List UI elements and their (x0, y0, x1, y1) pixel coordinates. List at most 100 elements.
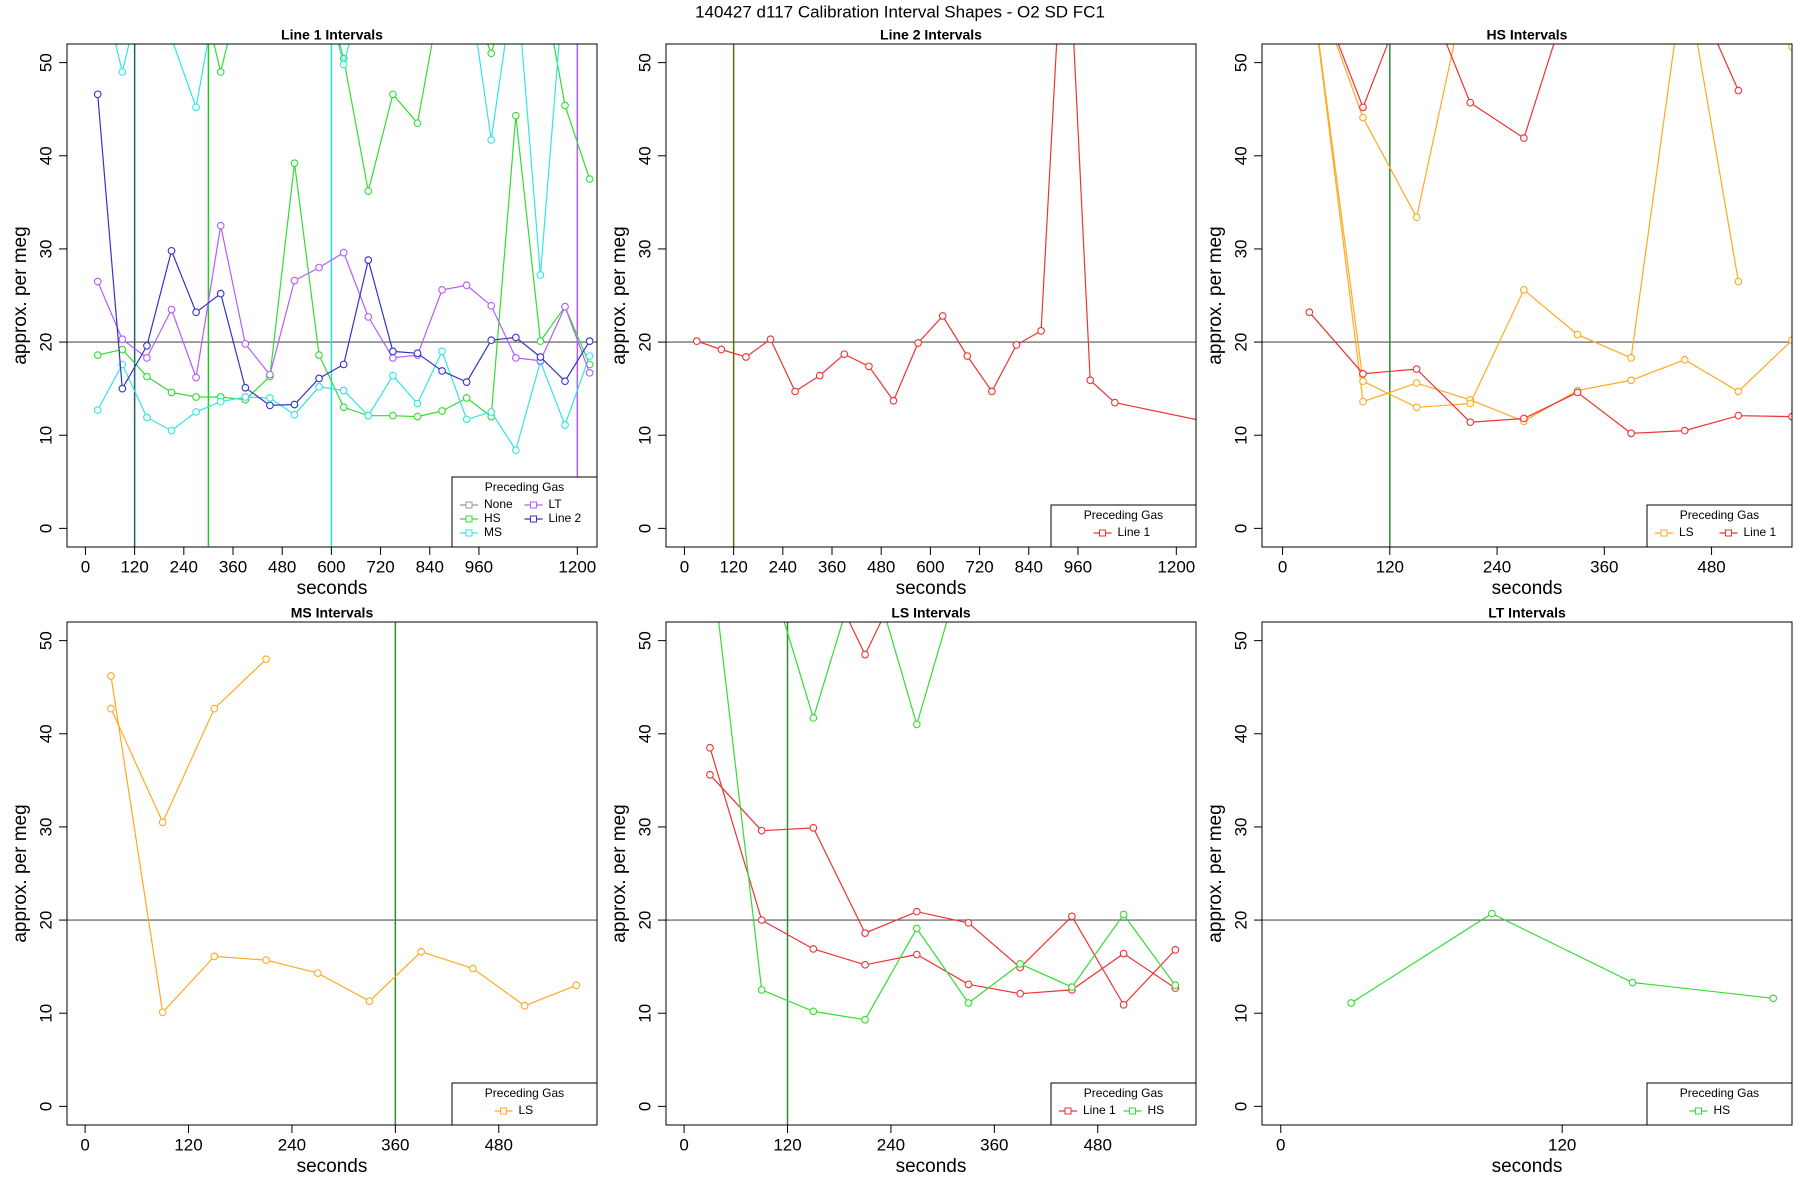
x-tick-label: 120 (773, 1135, 801, 1154)
data-point (1734, 387, 1743, 396)
x-tick-label: 960 (1064, 557, 1092, 576)
data-point (1086, 376, 1095, 385)
legend-marker (500, 1107, 507, 1115)
data-point (462, 378, 471, 386)
data-point (192, 393, 200, 401)
legend-label: HS (1714, 1103, 1731, 1117)
y-tick-label: 50 (36, 631, 55, 650)
data-point (914, 339, 922, 347)
data-point (389, 354, 397, 362)
y-tick-label: 0 (36, 1102, 55, 1111)
plot-area (1262, 44, 1792, 547)
data-point (963, 352, 972, 360)
x-tick-label: 480 (1697, 557, 1725, 576)
data-point (938, 312, 947, 320)
panel: Line 2 Intervals 0 10 20 30 40 50 0 120 240 360 480… (609, 27, 1197, 599)
data-point (290, 276, 299, 285)
data-point (1734, 277, 1743, 286)
data-point (1412, 365, 1421, 373)
panel-title: LT Intervals (1488, 605, 1566, 621)
y-axis-label: approx. per meg (1205, 804, 1226, 942)
data-point (413, 412, 422, 421)
legend-marker (1660, 529, 1668, 537)
data-point (107, 704, 115, 713)
panel: LS Intervals 0 10 20 30 40 50 0 120 240 360 480 seco… (609, 605, 1197, 1177)
data-point (1119, 949, 1128, 958)
data-point (290, 159, 299, 168)
data-point (561, 302, 569, 311)
data-point (766, 335, 775, 344)
y-axis-label: approx. per meg (609, 226, 630, 364)
series-line (1318, 44, 1739, 408)
data-point (210, 952, 219, 961)
data-point (262, 655, 270, 664)
data-point (561, 377, 569, 386)
data-point (1359, 377, 1367, 386)
legend-box (1646, 1082, 1793, 1126)
y-tick-label: 0 (1231, 524, 1250, 533)
data-point (469, 964, 477, 973)
data-point (1305, 308, 1314, 317)
data-point (706, 770, 714, 779)
data-point (241, 383, 250, 392)
series-line (1308, 311, 1792, 435)
data-point (809, 945, 818, 953)
data-point (315, 382, 323, 391)
data-point (364, 411, 373, 420)
data-point (511, 333, 520, 342)
data-point (216, 289, 225, 298)
y-tick-label: 30 (635, 817, 654, 836)
x-tick-label: 720 (965, 557, 993, 576)
data-point (964, 980, 973, 989)
y-tick-label: 50 (635, 53, 654, 72)
x-tick-label: 1200 (1157, 557, 1195, 576)
y-axis-label: approx. per meg (10, 804, 31, 942)
data-point (364, 313, 373, 321)
data-point (809, 1007, 818, 1016)
legend: Preceding Gas HS (1646, 1082, 1793, 1126)
data-point (389, 347, 397, 356)
legend-label: Line 1 (1083, 1103, 1116, 1117)
series-line (783, 622, 948, 727)
data-point (1769, 994, 1778, 1003)
data-point (912, 907, 921, 916)
y-tick-label: 40 (1231, 146, 1250, 165)
data-point (1627, 354, 1635, 362)
data-point (487, 408, 496, 416)
legend-marker (465, 515, 473, 523)
data-point (413, 119, 422, 128)
legend-label: MS (484, 525, 502, 539)
legend-label: LS (1679, 525, 1694, 539)
data-point (585, 175, 594, 183)
data-point (861, 1015, 869, 1024)
data-point (1573, 388, 1582, 397)
x-tick-label: 240 (1483, 557, 1511, 576)
plot-area (1262, 909, 1792, 1007)
y-tick-label: 30 (635, 239, 654, 258)
data-point (561, 101, 569, 110)
data-point (585, 352, 594, 360)
series-line (718, 622, 1176, 1021)
y-tick-label: 40 (1231, 724, 1250, 743)
legend-title: Preceding Gas (1084, 508, 1163, 522)
data-point (216, 221, 225, 230)
data-point (1627, 376, 1635, 385)
data-point (315, 374, 323, 383)
data-point (339, 386, 348, 395)
y-tick-label: 20 (635, 911, 654, 930)
series-line (696, 44, 1196, 421)
data-point (93, 277, 102, 286)
data-point (1628, 978, 1637, 987)
series-line (1337, 44, 1739, 140)
plot-area (666, 622, 1196, 1125)
data-point (167, 426, 176, 435)
panel: HS Intervals 0 10 20 30 40 50 0 120 240 360 480 seco… (1205, 27, 1793, 599)
data-point (861, 929, 869, 937)
x-tick-label: 960 (465, 557, 493, 576)
y-tick-label: 30 (36, 239, 55, 258)
y-tick-label: 10 (36, 1004, 55, 1023)
legend-box (1050, 1082, 1197, 1126)
data-point (585, 368, 594, 377)
